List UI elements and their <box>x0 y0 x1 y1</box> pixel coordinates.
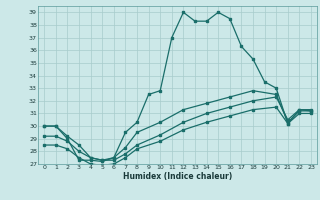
X-axis label: Humidex (Indice chaleur): Humidex (Indice chaleur) <box>123 172 232 181</box>
